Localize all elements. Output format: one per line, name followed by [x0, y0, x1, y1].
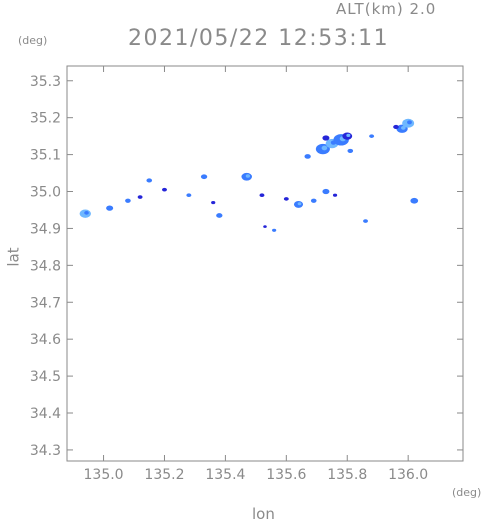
y-tick-label: 34.6 [30, 332, 61, 348]
echo-point [259, 193, 265, 198]
echo-point [283, 197, 289, 201]
echo-cells [79, 118, 419, 232]
y-axis-unit: (deg) [18, 34, 48, 47]
echo-point-core [407, 120, 412, 125]
y-tick-label: 34.3 [30, 443, 61, 459]
echo-point-core [346, 133, 351, 138]
echo-point [369, 134, 375, 138]
x-tick-label: 135.4 [205, 467, 245, 483]
echo-point [363, 219, 368, 223]
echo-point [322, 188, 330, 195]
altitude-label: ALT(km) 2.0 [336, 0, 437, 18]
echo-point [146, 178, 153, 183]
echo-point-core [297, 202, 302, 206]
y-tick-label: 34.4 [30, 406, 61, 422]
echo-point [304, 154, 311, 159]
echo-point [216, 213, 223, 218]
y-tick-label: 35.1 [30, 148, 61, 164]
x-axis-ticks: 135.0 135.2 135.4 135.6 135.8 136.0 [84, 66, 428, 483]
echo-point [347, 148, 354, 153]
echo-point [263, 225, 267, 228]
x-tick-label: 136.0 [388, 467, 428, 483]
echo-point [125, 198, 131, 203]
x-axis-label: lon [252, 505, 275, 523]
echo-point-core [84, 210, 89, 215]
echo-point [162, 187, 167, 192]
timestamp-title: 2021/05/22 12:53:11 [128, 26, 390, 51]
echo-point [322, 135, 330, 141]
echo-point-core [321, 145, 328, 151]
echo-point [310, 198, 317, 203]
x-tick-label: 135.8 [327, 467, 367, 483]
y-tick-label: 34.9 [30, 221, 61, 237]
echo-point [332, 193, 338, 197]
echo-point-core [245, 174, 251, 178]
echo-point [137, 195, 143, 199]
echo-point [393, 124, 399, 129]
plot-frame [66, 65, 464, 462]
echo-point [410, 197, 419, 204]
echo-point [211, 201, 216, 205]
y-tick-label: 34.8 [30, 258, 61, 274]
y-tick-label: 35.0 [30, 185, 61, 201]
y-tick-label: 35.2 [30, 111, 61, 127]
x-tick-label: 135.6 [266, 467, 306, 483]
y-tick-label: 34.5 [30, 369, 61, 385]
echo-point [186, 193, 192, 198]
x-tick-label: 135.0 [84, 467, 124, 483]
echo-point [106, 205, 114, 211]
echo-point-core [401, 126, 406, 130]
y-tick-label: 35.3 [30, 74, 61, 90]
y-tick-label: 34.7 [30, 295, 61, 311]
x-axis-unit: (deg) [452, 486, 482, 499]
echo-point [272, 228, 277, 232]
echo-point [200, 174, 208, 180]
x-tick-label: 135.2 [144, 467, 184, 483]
y-axis-ticks: 34.3 34.4 34.5 34.6 34.7 34.8 34.9 35.0 35.1 35.2… [30, 74, 463, 459]
